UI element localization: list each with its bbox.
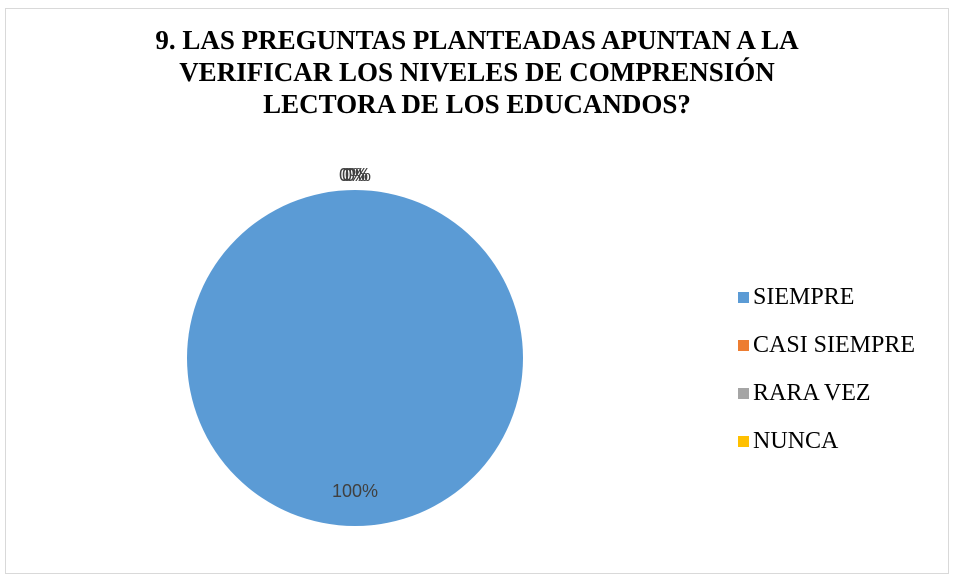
legend-swatch-siempre <box>738 291 749 303</box>
chart-title-line-3: LECTORA DE LOS EDUCANDOS? <box>263 89 691 119</box>
data-label-nunca: 0% <box>345 165 371 185</box>
legend-label-nunca: NUNCA <box>753 427 839 454</box>
chart-title-line-1: 9. LAS PREGUNTAS PLANTEADAS APUNTAN A LA <box>155 25 799 55</box>
legend-item-siempre: SIEMPRE <box>738 273 948 321</box>
legend-item-rara-vez: RARA VEZ <box>738 369 948 417</box>
legend-item-nunca: NUNCA <box>738 417 948 465</box>
legend: SIEMPRE CASI SIEMPRE RARA VEZ NUNCA <box>738 273 948 465</box>
legend-label-casi-siempre: CASI SIEMPRE <box>753 331 916 358</box>
legend-swatch-nunca <box>738 435 749 447</box>
data-label-casi-siempre: 0% <box>339 165 365 185</box>
legend-label-rara-vez: RARA VEZ <box>753 379 871 406</box>
chart-title-line-2: VERIFICAR LOS NIVELES DE COMPRENSIÓN <box>179 57 775 87</box>
legend-swatch-rara-vez <box>738 387 749 399</box>
pie-slice-siempre <box>187 190 523 526</box>
chart-title: 9. LAS PREGUNTAS PLANTEADAS APUNTAN A LA… <box>0 24 954 120</box>
legend-swatch-casi-siempre <box>738 339 749 351</box>
legend-label-siempre: SIEMPRE <box>753 283 855 310</box>
legend-item-casi-siempre: CASI SIEMPRE <box>738 321 948 369</box>
data-label-siempre: 100% <box>332 481 378 501</box>
data-label-rara-vez: 0% <box>342 165 368 185</box>
